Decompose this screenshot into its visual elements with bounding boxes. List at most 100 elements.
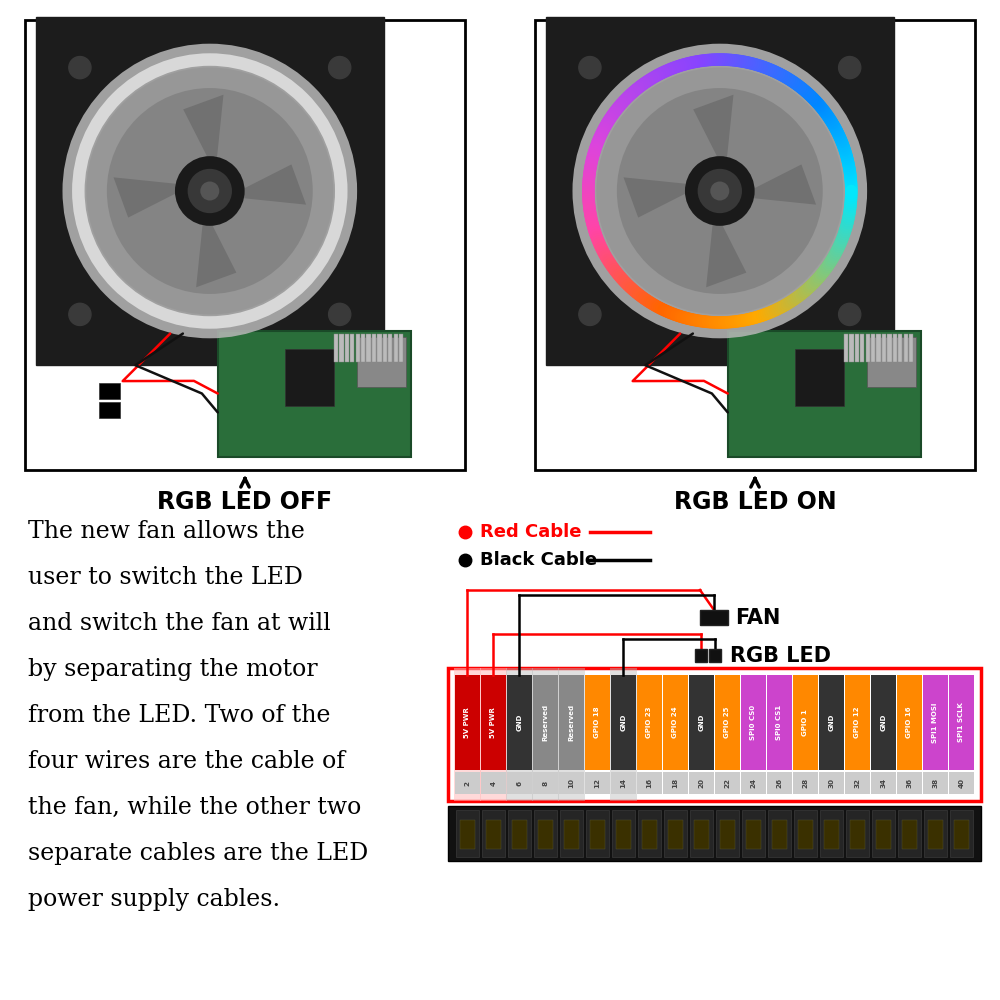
Bar: [795, 349, 844, 406]
Bar: [366, 334, 371, 362]
Text: GPIO 18: GPIO 18: [594, 707, 600, 738]
Bar: [949, 772, 974, 794]
Bar: [893, 334, 897, 362]
Bar: [871, 675, 896, 770]
Bar: [538, 820, 552, 849]
Circle shape: [569, 294, 611, 335]
Bar: [616, 820, 631, 849]
Bar: [637, 675, 662, 770]
Bar: [819, 772, 844, 794]
Text: by separating the motor: by separating the motor: [28, 658, 318, 681]
Bar: [720, 820, 734, 849]
Polygon shape: [196, 209, 236, 287]
Text: GPIO 25: GPIO 25: [724, 707, 730, 738]
Text: 26: 26: [776, 778, 782, 788]
Bar: [482, 810, 505, 857]
Bar: [819, 675, 844, 770]
Bar: [508, 810, 530, 857]
Bar: [689, 675, 714, 770]
Bar: [481, 772, 506, 794]
Circle shape: [685, 156, 755, 226]
Bar: [546, 17, 894, 365]
Bar: [448, 668, 980, 801]
Circle shape: [86, 67, 333, 315]
Bar: [339, 334, 344, 362]
Bar: [772, 820, 786, 849]
Text: power supply cables.: power supply cables.: [28, 888, 280, 911]
Bar: [850, 820, 864, 849]
Bar: [99, 402, 120, 418]
Circle shape: [319, 294, 360, 335]
Bar: [845, 772, 870, 794]
Circle shape: [617, 88, 823, 294]
Bar: [285, 349, 334, 406]
Circle shape: [698, 169, 742, 213]
Circle shape: [107, 88, 313, 294]
Text: FAN: FAN: [735, 608, 780, 628]
Bar: [388, 334, 392, 362]
Text: 22: 22: [724, 778, 730, 788]
Polygon shape: [738, 164, 816, 205]
Bar: [845, 675, 870, 770]
Bar: [480, 668, 507, 801]
Circle shape: [62, 44, 357, 338]
Text: 38: 38: [932, 778, 938, 788]
Bar: [637, 772, 662, 794]
Bar: [454, 668, 480, 801]
Polygon shape: [623, 177, 702, 218]
Text: GND: GND: [880, 714, 886, 731]
Bar: [455, 675, 480, 770]
Bar: [793, 772, 818, 794]
Text: 5V PWR: 5V PWR: [490, 707, 496, 738]
Text: the fan, while the other two: the fan, while the other two: [28, 796, 361, 819]
Bar: [356, 334, 360, 362]
Bar: [876, 820, 891, 849]
Bar: [882, 334, 886, 362]
Text: 36: 36: [906, 778, 912, 788]
Text: GND: GND: [516, 714, 522, 731]
Text: user to switch the LED: user to switch the LED: [28, 566, 303, 589]
Bar: [820, 810, 842, 857]
Circle shape: [839, 303, 861, 325]
Bar: [866, 334, 870, 362]
Circle shape: [329, 303, 351, 325]
Bar: [767, 772, 792, 794]
Bar: [372, 334, 376, 362]
Polygon shape: [706, 209, 746, 287]
Circle shape: [710, 181, 729, 201]
Bar: [564, 820, 578, 849]
Bar: [898, 810, 920, 857]
Circle shape: [579, 57, 601, 79]
Text: Reserved: Reserved: [568, 704, 574, 741]
Bar: [887, 334, 892, 362]
Text: 24: 24: [750, 778, 756, 788]
Text: 10: 10: [568, 778, 574, 788]
Bar: [506, 668, 532, 801]
Circle shape: [175, 156, 245, 226]
Polygon shape: [693, 95, 733, 173]
Circle shape: [596, 67, 843, 315]
Bar: [949, 675, 974, 770]
Bar: [99, 383, 120, 399]
Text: GPIO 1: GPIO 1: [802, 709, 808, 736]
Bar: [534, 810, 556, 857]
Bar: [663, 772, 688, 794]
Bar: [586, 810, 608, 857]
Bar: [923, 675, 948, 770]
Bar: [590, 820, 604, 849]
Bar: [559, 675, 584, 770]
Bar: [638, 810, 660, 857]
Bar: [768, 810, 790, 857]
Text: 34: 34: [880, 778, 886, 788]
Bar: [585, 675, 610, 770]
Text: SPI1 MOSI: SPI1 MOSI: [932, 702, 938, 743]
Bar: [846, 810, 868, 857]
Circle shape: [69, 303, 91, 325]
Text: 32: 32: [854, 778, 860, 788]
Bar: [558, 668, 584, 801]
Bar: [924, 810, 946, 857]
Bar: [377, 334, 382, 362]
Bar: [481, 675, 506, 770]
Bar: [585, 772, 610, 794]
Text: 2: 2: [464, 780, 470, 786]
